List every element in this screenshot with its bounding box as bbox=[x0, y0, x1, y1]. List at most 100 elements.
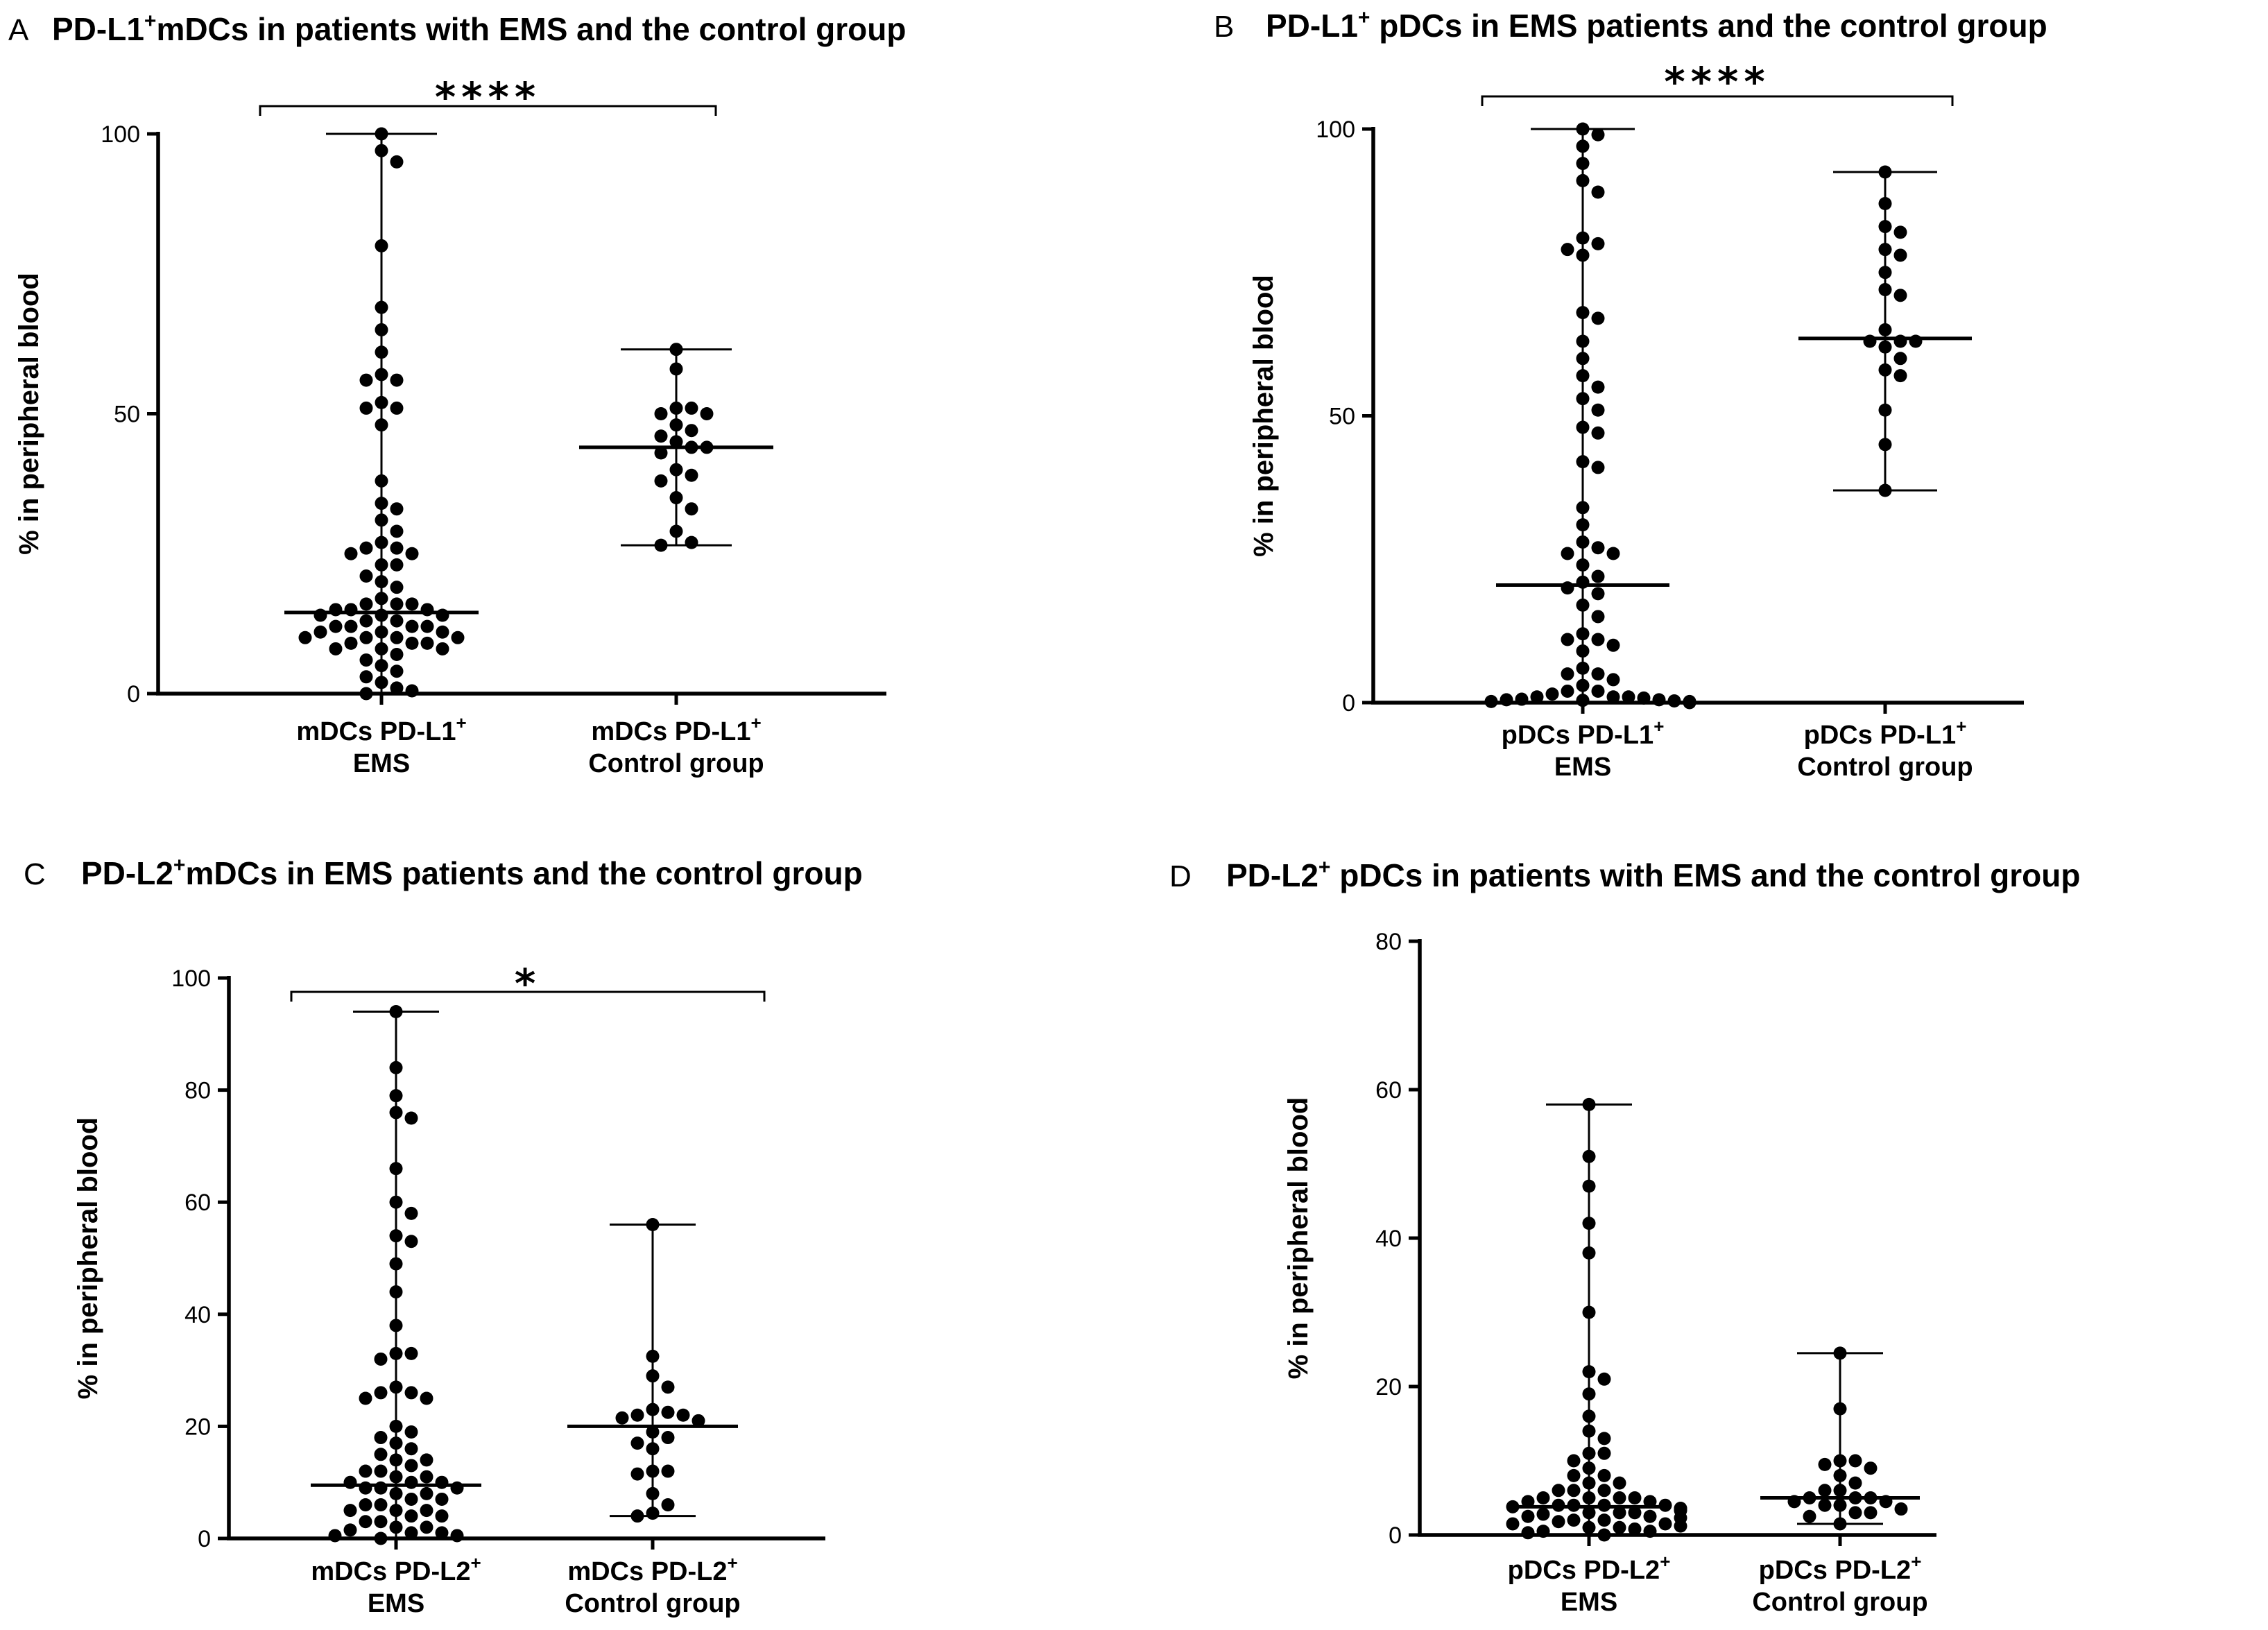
data-point bbox=[1561, 243, 1574, 257]
data-point bbox=[375, 608, 388, 622]
data-point bbox=[375, 513, 388, 527]
data-point bbox=[405, 597, 419, 611]
data-point bbox=[1893, 225, 1907, 239]
data-point bbox=[1576, 455, 1590, 469]
data-point bbox=[1576, 678, 1590, 692]
data-point bbox=[1591, 237, 1605, 250]
data-point bbox=[1674, 1519, 1687, 1533]
group-ems: mDCs PD-L2+ EMS bbox=[311, 1004, 481, 1618]
data-point bbox=[669, 418, 683, 432]
data-point bbox=[359, 1391, 372, 1405]
data-point bbox=[343, 1523, 357, 1537]
data-point bbox=[630, 1509, 644, 1523]
bracket-line bbox=[290, 990, 766, 1002]
data-point bbox=[1576, 306, 1590, 320]
data-point bbox=[375, 368, 388, 381]
data-point bbox=[420, 603, 434, 617]
significance-bracket: **** bbox=[1481, 58, 1954, 106]
data-point bbox=[420, 1504, 433, 1518]
data-point bbox=[420, 619, 434, 633]
data-point bbox=[359, 569, 373, 583]
data-point bbox=[404, 1346, 418, 1360]
data-point bbox=[1567, 1468, 1581, 1482]
data-point bbox=[1878, 197, 1892, 211]
data-point bbox=[420, 1453, 433, 1467]
data-point bbox=[374, 1448, 388, 1461]
data-point bbox=[328, 1529, 342, 1543]
data-point bbox=[390, 614, 404, 628]
data-point bbox=[359, 630, 373, 644]
data-point bbox=[1576, 173, 1590, 187]
data-point bbox=[390, 681, 404, 695]
data-point bbox=[1878, 483, 1892, 497]
data-point bbox=[646, 1218, 660, 1232]
data-point bbox=[389, 1436, 403, 1450]
data-point bbox=[1576, 627, 1590, 641]
data-point bbox=[390, 155, 404, 169]
panel-letter: D bbox=[1169, 859, 1192, 893]
y-tick-label: 80 bbox=[184, 1078, 211, 1104]
data-point bbox=[1582, 1387, 1596, 1401]
panel-a: A PD-L1+mDCs in patients with EMS and the… bbox=[8, 10, 906, 778]
data-point bbox=[420, 1470, 433, 1484]
data-point bbox=[405, 636, 419, 650]
data-point bbox=[435, 1509, 449, 1523]
data-point bbox=[1582, 1179, 1596, 1193]
data-point bbox=[1591, 667, 1605, 681]
data-point bbox=[654, 407, 668, 420]
data-point bbox=[451, 630, 465, 644]
data-point bbox=[1536, 1507, 1550, 1521]
data-point bbox=[1591, 128, 1605, 141]
data-point bbox=[375, 642, 388, 655]
data-point bbox=[1658, 1517, 1672, 1531]
data-point bbox=[646, 1464, 660, 1478]
data-point bbox=[669, 524, 683, 538]
data-point bbox=[669, 343, 683, 357]
data-point bbox=[375, 144, 388, 157]
data-point bbox=[1864, 1461, 1878, 1475]
data-point bbox=[1597, 1446, 1611, 1460]
data-point bbox=[389, 1453, 403, 1467]
data-point bbox=[700, 407, 714, 420]
data-point bbox=[1582, 1097, 1596, 1111]
data-point bbox=[359, 597, 373, 611]
data-point bbox=[1552, 1484, 1565, 1498]
data-point bbox=[1561, 684, 1574, 698]
data-point bbox=[1833, 1402, 1847, 1416]
data-point bbox=[1591, 426, 1605, 440]
data-point bbox=[390, 373, 404, 387]
data-point bbox=[646, 1507, 660, 1520]
panel-letter: A bbox=[8, 13, 29, 47]
data-point bbox=[344, 636, 358, 650]
data-point bbox=[390, 558, 404, 572]
data-point bbox=[1878, 403, 1892, 417]
data-point bbox=[1591, 610, 1605, 624]
data-point bbox=[1833, 1346, 1847, 1360]
data-point bbox=[1864, 1506, 1878, 1520]
data-point bbox=[435, 1492, 449, 1506]
data-point bbox=[1567, 1484, 1581, 1498]
data-point bbox=[1893, 369, 1907, 383]
data-point bbox=[1597, 1432, 1611, 1445]
data-point bbox=[1576, 139, 1590, 153]
data-point bbox=[375, 323, 388, 336]
x-category-label: pDCs PD-L2+ bbox=[1508, 1551, 1671, 1585]
data-point bbox=[374, 1498, 388, 1512]
significance-stars: * bbox=[515, 960, 541, 1007]
data-point bbox=[1637, 691, 1651, 705]
data-point bbox=[375, 345, 388, 359]
data-point bbox=[389, 1346, 403, 1360]
data-point bbox=[313, 625, 327, 639]
data-point bbox=[1893, 248, 1907, 262]
data-point bbox=[359, 1515, 372, 1529]
data-point bbox=[669, 435, 683, 449]
data-point bbox=[646, 1486, 660, 1500]
data-point bbox=[404, 1475, 418, 1489]
data-point bbox=[404, 1526, 418, 1540]
data-point bbox=[344, 619, 358, 633]
data-point bbox=[375, 535, 388, 549]
data-point bbox=[359, 670, 373, 684]
group-control: mDCs PD-L1+ Control group bbox=[579, 343, 773, 778]
panel-title: PD-L1+ pDCs in EMS patients and the cont… bbox=[1266, 6, 2047, 44]
data-point bbox=[374, 1352, 388, 1366]
